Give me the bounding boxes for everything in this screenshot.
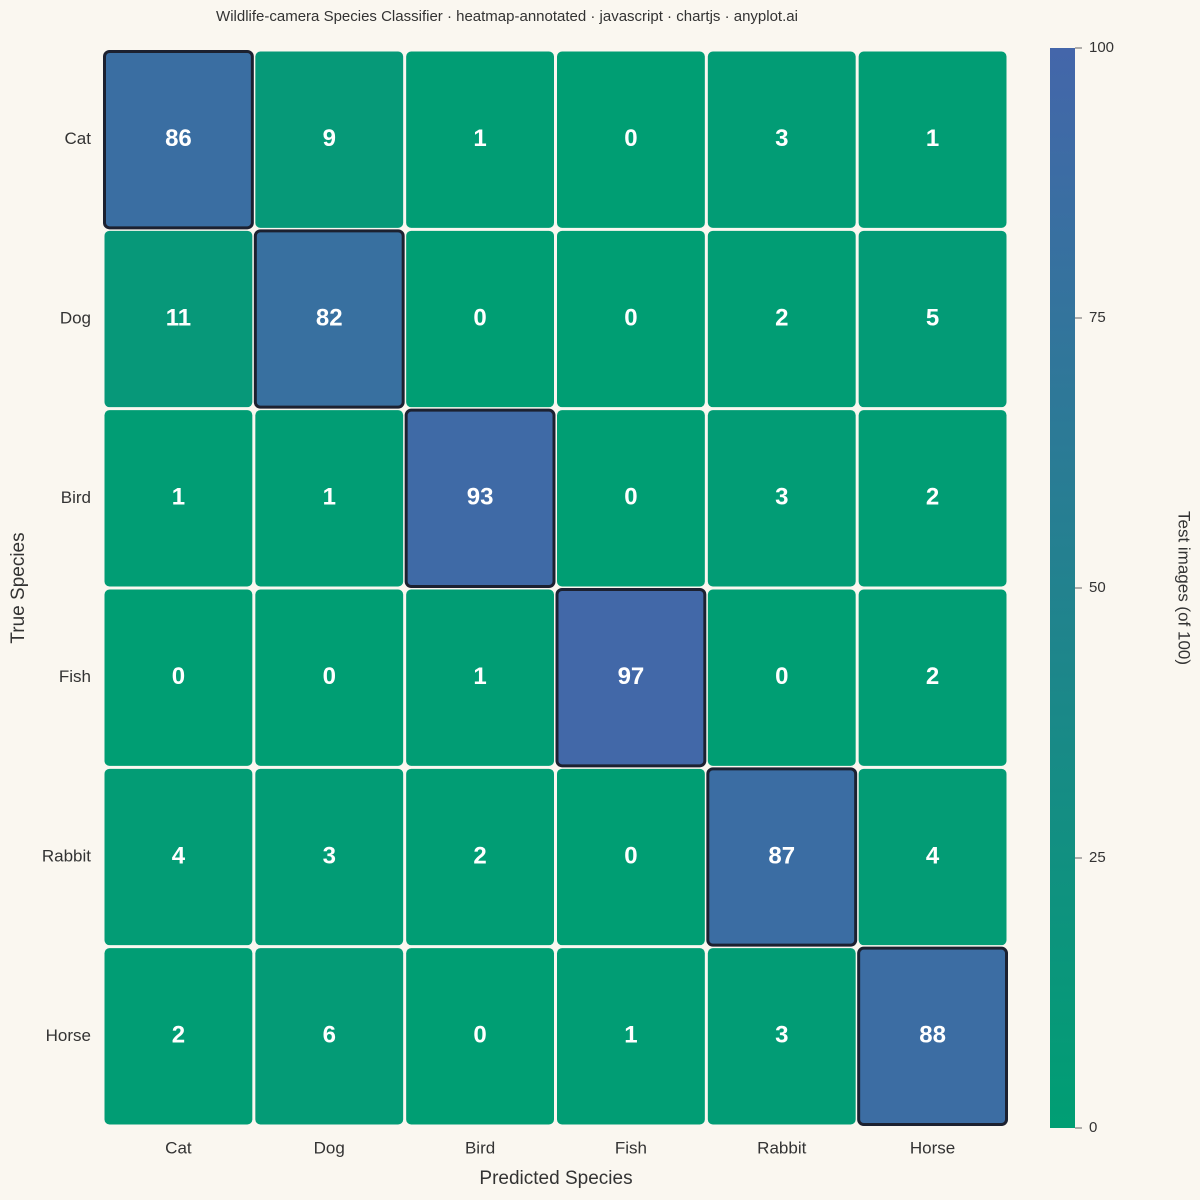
- heatmap-cell: [406, 948, 554, 1125]
- cell-label: 0: [473, 1022, 486, 1049]
- heatmap-cell: [707, 230, 856, 408]
- cell-label: 3: [775, 1022, 788, 1049]
- cell-label: 1: [473, 125, 486, 152]
- heatmap-cell: [103, 50, 254, 230]
- heatmap-cell: [255, 51, 404, 228]
- colorbar-label: Test images (of 100): [1175, 511, 1194, 665]
- heatmap-cell: [104, 230, 253, 408]
- y-tick-label: Bird: [61, 488, 91, 507]
- heatmap-cell: [858, 768, 1007, 946]
- y-tick-label: Dog: [60, 308, 91, 327]
- colorbar-tick-label: 75: [1089, 309, 1106, 326]
- cell-label: 93: [467, 484, 494, 511]
- cell-label: 1: [473, 663, 486, 690]
- x-tick-label: Dog: [314, 1138, 345, 1157]
- heatmap-cell: [406, 230, 554, 408]
- cell-label: 2: [473, 842, 486, 869]
- cell-label: 0: [624, 484, 637, 511]
- cell-label: 1: [926, 125, 939, 152]
- cell-label: 5: [926, 304, 939, 331]
- colorbar-tick-label: 0: [1089, 1119, 1097, 1136]
- heatmap-cell: [255, 589, 404, 766]
- y-axis-label: True Species: [8, 532, 29, 643]
- cell-label: 1: [624, 1022, 637, 1049]
- colorbar: [1050, 48, 1075, 1128]
- x-tick-label: Fish: [615, 1138, 647, 1157]
- x-axis-label: Predicted Species: [479, 1168, 632, 1189]
- heatmap-cell: [858, 589, 1007, 766]
- cell-label: 1: [323, 484, 336, 511]
- heatmap-cell: [858, 51, 1007, 228]
- cell-label: 88: [919, 1022, 946, 1049]
- heatmap-cell: [557, 51, 705, 228]
- cell-label: 11: [166, 304, 191, 331]
- y-tick-label: Horse: [46, 1026, 91, 1045]
- cell-label: 2: [926, 663, 939, 690]
- cell-label: 0: [624, 842, 637, 869]
- cell-label: 0: [624, 125, 637, 152]
- cell-label: 82: [316, 304, 343, 331]
- heatmap-cell: [406, 51, 554, 228]
- heatmap-cell: [557, 768, 705, 946]
- cell-label: 2: [172, 1022, 185, 1049]
- cell-label: 2: [775, 304, 788, 331]
- cell-label: 0: [172, 663, 185, 690]
- chart-title: Wildlife-camera Species Classifier · hea…: [216, 8, 798, 25]
- colorbar-tick-label: 100: [1089, 39, 1114, 56]
- cell-label: 3: [323, 842, 336, 869]
- heatmap-cell: [104, 948, 253, 1125]
- heatmap-cell: [404, 408, 556, 588]
- cell-label: 0: [775, 663, 788, 690]
- heatmap-cell: [707, 948, 856, 1125]
- cell-label: 0: [624, 304, 637, 331]
- cell-label: 97: [618, 663, 645, 690]
- heatmap-cell: [858, 230, 1007, 408]
- x-tick-label: Bird: [465, 1138, 495, 1157]
- cell-label: 0: [473, 304, 486, 331]
- cell-label: 87: [768, 842, 795, 869]
- cell-label: 3: [775, 484, 788, 511]
- heatmap-cell: [104, 589, 253, 766]
- cell-label: 86: [165, 125, 192, 152]
- heatmap-cell: [707, 589, 856, 766]
- colorbar-tick-label: 50: [1089, 579, 1106, 596]
- cell-label: 6: [323, 1022, 336, 1049]
- cell-label: 2: [926, 484, 939, 511]
- heatmap-cell: [555, 588, 707, 768]
- x-tick-label: Cat: [165, 1138, 192, 1157]
- heatmap-cell: [707, 51, 856, 228]
- cell-label: 3: [775, 125, 788, 152]
- y-tick-label: Rabbit: [42, 846, 91, 865]
- cell-label: 9: [323, 125, 336, 152]
- heatmap-cell: [857, 946, 1009, 1127]
- heatmap-cell: [255, 948, 404, 1125]
- heatmap-cell: [255, 410, 404, 587]
- heatmap-cell: [255, 768, 404, 946]
- y-tick-label: Cat: [65, 129, 92, 148]
- cell-label: 4: [926, 842, 940, 869]
- heatmap-cell: [253, 229, 405, 409]
- heatmap-cell: [706, 767, 858, 947]
- heatmap-cell: [557, 230, 705, 408]
- heatmap-cell: [406, 768, 554, 946]
- heatmap-cell: [557, 410, 705, 587]
- heatmap-cell: [104, 410, 253, 587]
- colorbar-tick-label: 25: [1089, 849, 1106, 866]
- heatmap-cell: [707, 410, 856, 587]
- cell-label: 4: [172, 842, 186, 869]
- heatmap-cell: [557, 948, 705, 1125]
- y-tick-label: Fish: [59, 667, 91, 686]
- heatmap-cell: [104, 768, 253, 946]
- cell-label: 0: [323, 663, 336, 690]
- heatmap-cell: [406, 589, 554, 766]
- x-tick-label: Horse: [910, 1138, 955, 1157]
- x-tick-label: Rabbit: [757, 1138, 806, 1157]
- heatmap-cell: [858, 410, 1007, 587]
- cell-label: 1: [172, 484, 185, 511]
